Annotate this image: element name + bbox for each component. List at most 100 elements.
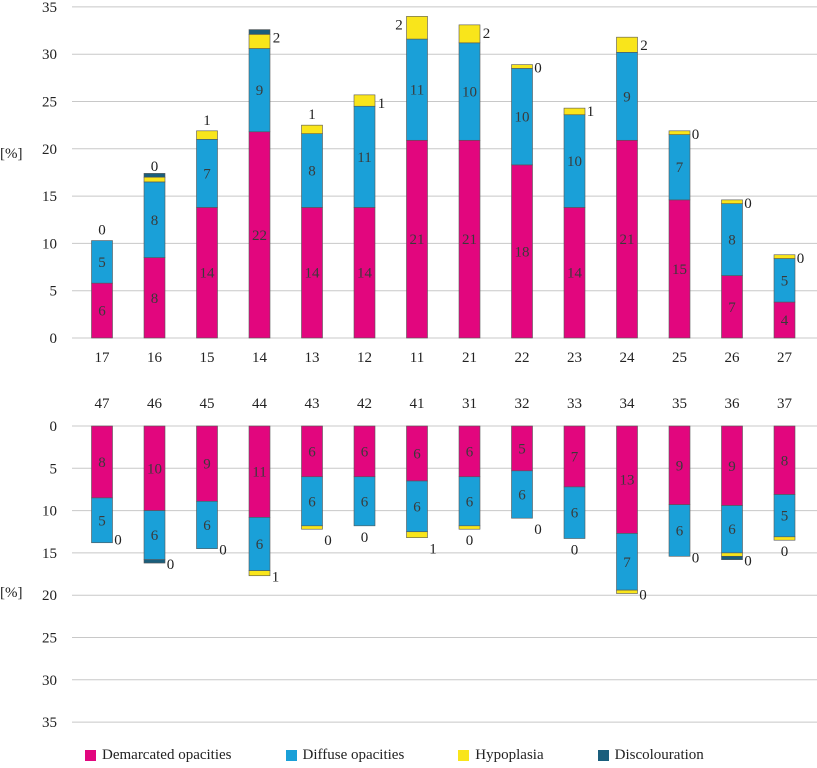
bar-segment	[91, 240, 113, 284]
hypoplasia-value-label: 2	[273, 31, 281, 47]
bar-value-label: 5	[781, 509, 789, 525]
bar-segment	[248, 29, 271, 35]
bar-segment	[616, 589, 638, 594]
x-tick-label: 27	[777, 350, 793, 366]
x-tick-label: 16	[147, 350, 163, 366]
bar-value-label: 22	[252, 228, 267, 244]
bar-value-label: 5	[98, 255, 106, 271]
y-tick-label: 5	[50, 461, 58, 477]
bar-value-label: 14	[567, 266, 583, 282]
bar-segment	[616, 36, 638, 53]
legend-item-demarcated: Demarcated opacities	[85, 747, 232, 764]
bar-value-label: 13	[620, 473, 635, 489]
hypoplasia-value-label: 2	[483, 26, 491, 42]
legend-item-diffuse: Diffuse opacities	[285, 747, 404, 764]
bar-segment	[406, 16, 428, 40]
hypoplasia-value-label: 0	[466, 533, 474, 549]
legend-label-hypoplasia: Hypoplasia	[475, 747, 544, 763]
bar-segment	[668, 130, 691, 135]
x-tick-label: 46	[147, 396, 163, 412]
bar-value-label: 4	[781, 313, 789, 329]
bar-segment	[353, 94, 376, 107]
bar-value-label: 9	[256, 83, 264, 99]
x-tick-label: 32	[515, 396, 530, 412]
hypoplasia-value-label: 2	[640, 38, 648, 54]
y-tick-label: 30	[42, 673, 57, 689]
x-tick-label: 36	[725, 396, 741, 412]
hypoplasia-value-label: 0	[692, 550, 700, 566]
bar-value-label: 6	[256, 537, 264, 553]
y-tick-label: 10	[42, 236, 57, 252]
y-tick-label: 20	[42, 142, 57, 158]
hypoplasia-value-label: 0	[781, 544, 789, 560]
legend-swatch-hypoplasia	[458, 750, 470, 761]
bar-segment	[196, 500, 218, 549]
bar-segment	[563, 486, 586, 539]
hypoplasia-value-label: 2	[395, 17, 403, 33]
y-tick-label: 25	[42, 95, 57, 111]
bar-segment	[301, 124, 323, 134]
bar-value-label: 6	[151, 528, 159, 544]
bar-value-label: 8	[728, 233, 736, 249]
bar-value-label: 9	[728, 459, 736, 475]
bar-value-label: 6	[98, 304, 106, 320]
bar-value-label: 8	[151, 213, 159, 229]
bar-value-label: 21	[410, 232, 425, 248]
hypoplasia-value-label: 0	[361, 530, 369, 546]
hypoplasia-value-label: 0	[534, 61, 542, 77]
x-tick-label: 42	[357, 396, 372, 412]
bar-value-label: 6	[676, 523, 684, 539]
bar-segment	[458, 525, 481, 530]
bar-segment	[143, 176, 166, 183]
legend-label-demarcated: Demarcated opacities	[102, 747, 232, 763]
x-tick-label: 22	[515, 350, 530, 366]
y-axis-label: [%]	[0, 585, 23, 601]
hypoplasia-value-label: 1	[429, 542, 437, 558]
bar-value-label: 6	[308, 494, 316, 510]
bar-value-label: 21	[620, 232, 635, 248]
hypoplasia-value-label: 0	[219, 543, 227, 559]
bar-value-label: 10	[462, 85, 477, 101]
y-tick-label: 0	[50, 419, 58, 435]
bar-value-label: 11	[410, 83, 424, 99]
x-tick-label: 33	[567, 396, 582, 412]
bar-value-label: 8	[98, 455, 106, 471]
bar-segment	[721, 199, 743, 204]
bar-value-label: 6	[466, 444, 474, 460]
bar-value-label: 6	[203, 518, 211, 534]
legend-item-discolouration: Discolouration	[597, 747, 704, 764]
bar-value-label: 9	[203, 457, 211, 473]
x-tick-label: 11	[410, 350, 424, 366]
x-tick-label: 35	[672, 396, 687, 412]
x-tick-label: 15	[200, 350, 215, 366]
bar-value-label: 7	[571, 449, 579, 465]
bar-segment	[406, 531, 428, 538]
bar-value-label: 10	[515, 110, 530, 126]
hypoplasia-value-label: 0	[114, 533, 122, 549]
bar-segment	[773, 254, 796, 259]
hypoplasia-value-label: 0	[797, 251, 805, 267]
bar-segment	[721, 555, 743, 560]
bar-value-label: 7	[623, 555, 631, 571]
bar-value-label: 7	[728, 300, 736, 316]
bar-value-label: 6	[361, 444, 369, 460]
hypoplasia-value-label: 0	[692, 127, 700, 143]
y-tick-label: 10	[42, 504, 57, 520]
x-tick-label: 12	[357, 350, 372, 366]
legend-swatch-demarcated	[85, 750, 96, 761]
hypoplasia-value-label: 0	[98, 223, 106, 239]
y-tick-label: 25	[42, 631, 57, 647]
hypoplasia-value-label: 1	[378, 96, 386, 112]
legend: Demarcated opacities Diffuse opacities H…	[85, 747, 758, 764]
y-tick-label: 15	[42, 189, 57, 205]
y-tick-label: 35	[42, 715, 57, 731]
y-tick-label: 20	[42, 588, 57, 604]
bar-value-label: 6	[518, 488, 526, 504]
x-tick-label: 14	[252, 350, 268, 366]
x-tick-label: 37	[777, 396, 793, 412]
x-tick-label: 34	[620, 396, 636, 412]
bar-value-label: 5	[781, 273, 789, 289]
bar-value-label: 6	[466, 494, 474, 510]
bar-value-label: 7	[676, 160, 684, 176]
